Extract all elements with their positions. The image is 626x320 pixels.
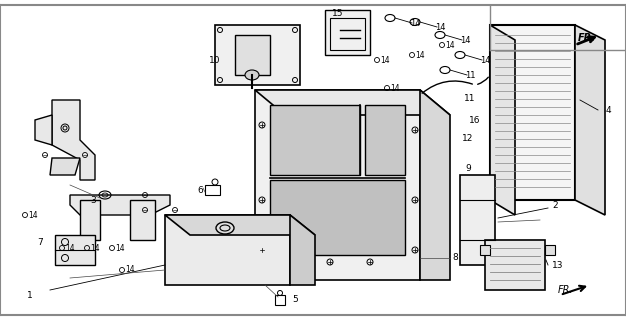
Text: FR.: FR. <box>557 285 573 295</box>
Polygon shape <box>270 105 360 175</box>
Polygon shape <box>420 90 450 280</box>
Text: 14: 14 <box>434 22 445 31</box>
Polygon shape <box>215 25 300 85</box>
Polygon shape <box>575 25 605 215</box>
Text: 5: 5 <box>292 295 298 305</box>
Text: 8: 8 <box>452 253 458 262</box>
Polygon shape <box>290 215 315 285</box>
Polygon shape <box>545 245 555 255</box>
Polygon shape <box>270 180 405 255</box>
Text: 14: 14 <box>115 244 125 252</box>
Text: 6: 6 <box>197 186 203 195</box>
Polygon shape <box>255 90 450 115</box>
Text: 14: 14 <box>380 55 390 65</box>
Polygon shape <box>485 240 545 290</box>
Text: FR.: FR. <box>578 33 596 43</box>
Polygon shape <box>165 215 290 285</box>
Text: 14: 14 <box>410 19 420 28</box>
Ellipse shape <box>216 222 234 234</box>
Bar <box>325 10 370 55</box>
Polygon shape <box>50 158 80 175</box>
Polygon shape <box>490 25 575 200</box>
Polygon shape <box>490 25 515 215</box>
Text: 10: 10 <box>209 55 221 65</box>
Text: 4: 4 <box>605 106 611 115</box>
Polygon shape <box>80 200 100 240</box>
Text: 2: 2 <box>552 201 558 210</box>
Text: 9: 9 <box>465 164 471 172</box>
Polygon shape <box>55 235 95 265</box>
Polygon shape <box>165 215 315 235</box>
Text: 16: 16 <box>470 116 481 124</box>
Polygon shape <box>52 100 95 180</box>
Text: 14: 14 <box>390 84 400 92</box>
Text: 7: 7 <box>37 237 43 246</box>
Polygon shape <box>365 105 405 175</box>
Polygon shape <box>35 115 52 145</box>
Text: 14: 14 <box>28 211 38 220</box>
Text: 12: 12 <box>463 133 474 142</box>
Text: 13: 13 <box>552 260 564 269</box>
Polygon shape <box>70 195 170 215</box>
Text: 11: 11 <box>464 93 476 102</box>
Text: 15: 15 <box>332 9 344 18</box>
Polygon shape <box>480 245 490 255</box>
Text: 14: 14 <box>480 55 490 65</box>
Polygon shape <box>130 200 155 240</box>
Polygon shape <box>255 90 420 280</box>
FancyArrowPatch shape <box>422 81 473 93</box>
Text: 3: 3 <box>90 196 96 204</box>
Text: 14: 14 <box>65 244 75 252</box>
Polygon shape <box>235 35 270 75</box>
Text: 1: 1 <box>27 291 33 300</box>
Text: 14: 14 <box>445 41 455 50</box>
Text: 14: 14 <box>415 51 425 60</box>
Polygon shape <box>460 175 495 265</box>
Text: 14: 14 <box>125 266 135 275</box>
Text: 14: 14 <box>459 36 470 44</box>
Text: 11: 11 <box>464 70 475 79</box>
FancyArrowPatch shape <box>478 77 488 84</box>
Text: 14: 14 <box>90 244 100 252</box>
Ellipse shape <box>245 70 259 80</box>
